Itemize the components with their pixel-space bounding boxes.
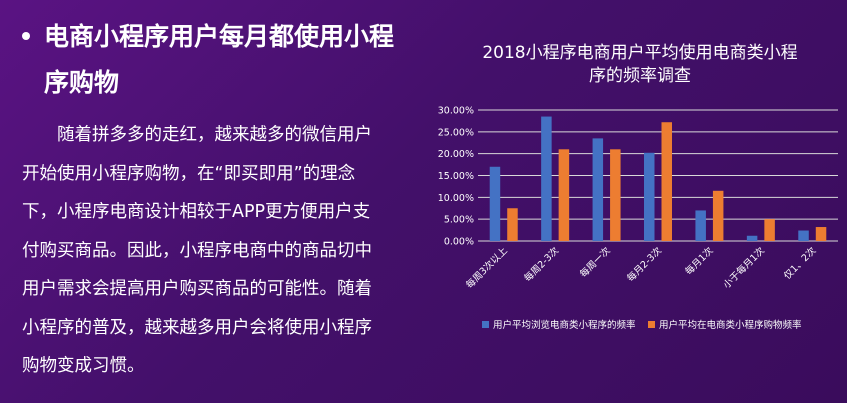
x-tick-label: 每周2-3次 [522,244,562,284]
body-line: 随着拼多多的走红，越来越多的微信用户 [22,125,372,145]
y-tick-label: 30.00% [438,106,474,117]
bars [489,116,827,241]
bar-browse [644,152,655,241]
bar-browse [695,210,706,241]
x-tick-label: 每月1次 [683,244,716,277]
x-axis-ticks: 每周3次以上 每周2-3次 每周一次 每月2-3次 每月1次 小于每月1次 仅1、2次 [463,244,818,291]
x-tick-label: 小于每月1次 [721,244,768,291]
body-line: 用户需求会提高用户购买商品的可能性。随着 [22,279,372,299]
y-tick-label: 25.00% [438,127,474,138]
x-tick-label: 仅1、2次 [781,244,819,282]
legend-label: 用户平均浏览电商类小程序的频率 [493,319,636,331]
slide-title: 电商小程序用户每月都使用小程 序购物 [44,14,424,106]
chart-title-line-2: 序的频率调查 [589,66,691,86]
bar-browse [592,138,604,241]
gridlines [478,109,838,242]
y-tick-label: 0.00% [444,237,474,248]
y-axis-ticks: 0.00% 5.00% 10.00% 15.00% 20.00% 25.00% 30.00% [438,106,474,248]
bar-browse [541,116,552,241]
legend-swatch [482,321,489,328]
y-tick-label: 5.00% [444,215,474,226]
x-tick-label: 每月2-3次 [625,244,665,284]
legend-swatch [648,321,655,328]
bar-chart: 2018小程序电商用户平均使用电商类小程 序的频率调查 0.00% 5.00% 10… [438,42,838,331]
bar-purchase [610,149,621,241]
body-line: 付购买商品。因此，小程序电商中的商品切中 [22,240,372,261]
bar-purchase [712,190,724,241]
body-paragraph: 随着拼多多的走红，越来越多的微信用户 开始使用小程序购物，在“即买即用”的理念 … [22,116,422,386]
x-tick-label: 每周一次 [577,244,613,280]
slide-title-line-2: 序购物 [44,68,120,97]
bar-purchase [558,149,570,241]
body-line: 下，小程序电商设计相较于APP更方便用户支 [22,202,371,222]
y-tick-label: 15.00% [438,171,474,182]
text-panel: 电商小程序用户每月都使用小程 序购物 随着拼多多的走红，越来越多的微信用户 开始… [0,0,430,403]
legend-label: 用户平均在电商类小程序购物频率 [659,319,802,331]
bar-browse [798,230,809,241]
bullet-icon [22,32,30,40]
body-line: 开始使用小程序购物，在“即买即用”的理念 [22,163,356,184]
y-tick-label: 10.00% [438,193,474,204]
x-tick-label: 每周3次以上 [463,244,510,291]
bar-purchase [661,122,672,241]
slide-title-line-1: 电商小程序用户每月都使用小程 [44,22,395,51]
body-line: 购物变成习惯。 [22,356,145,376]
bar-browse [489,166,501,241]
bar-purchase [764,219,775,241]
bar-purchase [815,227,827,241]
legend: 用户平均浏览电商类小程序的频率 用户平均在电商类小程序购物频率 [482,319,802,331]
chart-title-line-1: 2018小程序电商用户平均使用电商类小程 [482,42,797,63]
body-line: 小程序的普及，越来越多用户会将使用小程序 [22,317,372,338]
y-tick-label: 20.00% [438,149,474,160]
bar-purchase [507,208,518,241]
bar-browse [746,235,758,241]
